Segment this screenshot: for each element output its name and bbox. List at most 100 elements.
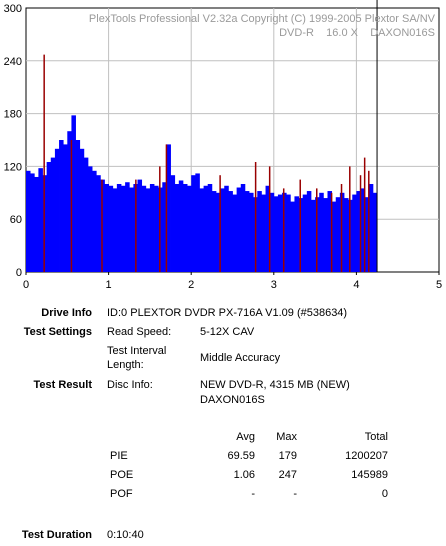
x-tick-label: 3 bbox=[271, 279, 277, 291]
pie-bar bbox=[50, 157, 56, 272]
disc-info-label: Disc Info: bbox=[107, 379, 153, 391]
y-tick-label: 300 bbox=[4, 3, 22, 15]
pie-bar bbox=[302, 194, 308, 272]
pie-bar bbox=[269, 192, 275, 272]
pie-bar bbox=[120, 185, 126, 272]
read-speed-label: Read Speed: bbox=[107, 326, 172, 338]
pie-bar bbox=[30, 173, 35, 272]
pie-bar bbox=[145, 188, 151, 272]
stats-row-max: 247 bbox=[278, 469, 297, 481]
stats-row-total: 145989 bbox=[351, 469, 388, 481]
pie-bar bbox=[265, 185, 271, 272]
pie-bar bbox=[79, 148, 85, 272]
pie-bar bbox=[67, 131, 72, 272]
pie-poe-chart: 0 60 120 180 240 300 0 1 2 3 4 5 PlexTools Profess… bbox=[4, 0, 442, 291]
stats-header-total: Total bbox=[364, 431, 388, 443]
pie-bar bbox=[211, 191, 217, 272]
stats-row-name: POF bbox=[110, 488, 133, 500]
x-tick-label: 4 bbox=[353, 279, 359, 291]
pie-bar bbox=[261, 194, 266, 272]
pie-bar bbox=[310, 199, 316, 272]
interval-label-1: Test Interval bbox=[107, 345, 167, 357]
stats-row-name: POE bbox=[110, 469, 134, 481]
pie-bar bbox=[38, 168, 43, 272]
pie-bar bbox=[63, 144, 68, 272]
pie-bar bbox=[141, 185, 147, 272]
test-result-label: Test Result bbox=[33, 379, 92, 391]
read-speed-value: 5-12X CAV bbox=[200, 326, 255, 338]
x-tick-label: 0 bbox=[23, 279, 29, 291]
pie-bar bbox=[34, 176, 39, 272]
pie-bar bbox=[166, 144, 171, 272]
pie-bar bbox=[249, 192, 254, 272]
pie-bar bbox=[323, 198, 328, 272]
pie-bar bbox=[54, 148, 60, 272]
y-tick-label: 240 bbox=[4, 56, 22, 68]
pie-bar bbox=[372, 192, 378, 272]
stats-row-total: 0 bbox=[381, 488, 388, 500]
y-tick-label: 60 bbox=[10, 214, 22, 226]
pie-bar bbox=[46, 162, 52, 272]
stats-row-avg: - bbox=[251, 488, 255, 500]
pie-bar bbox=[224, 185, 229, 272]
x-axis-ticks: 0 1 2 3 4 5 bbox=[23, 272, 442, 291]
y-tick-label: 120 bbox=[4, 161, 22, 173]
pie-bar bbox=[125, 182, 130, 272]
pie-bar bbox=[195, 173, 200, 272]
pie-bar bbox=[83, 157, 89, 272]
interval-value: Middle Accuracy bbox=[200, 352, 281, 364]
pie-bar bbox=[203, 185, 209, 272]
pie-bar bbox=[87, 166, 93, 272]
y-tick-label: 0 bbox=[16, 267, 22, 279]
pie-bar bbox=[352, 194, 357, 272]
pie-bar bbox=[104, 184, 109, 272]
pie-bar bbox=[162, 182, 167, 272]
pie-bar bbox=[116, 184, 122, 272]
pie-bar bbox=[277, 194, 283, 272]
pie-bar bbox=[96, 175, 101, 272]
pie-bar bbox=[360, 188, 366, 272]
stats-header-avg: Avg bbox=[236, 431, 255, 443]
pie-bar bbox=[286, 194, 291, 272]
pie-bar bbox=[220, 188, 225, 272]
pie-bar bbox=[199, 188, 204, 272]
test-settings-label: Test Settings bbox=[23, 326, 92, 338]
pie-bar bbox=[75, 140, 81, 272]
pie-bar bbox=[149, 184, 155, 272]
x-tick-label: 1 bbox=[106, 279, 112, 291]
pie-bar bbox=[71, 115, 76, 272]
pie-bar bbox=[112, 188, 118, 272]
stats-row-avg: 69.59 bbox=[227, 450, 255, 462]
pie-bar bbox=[59, 140, 64, 272]
drive-info-label: Drive Info bbox=[41, 307, 92, 319]
pie-bar bbox=[335, 197, 341, 272]
pie-bar bbox=[215, 192, 221, 272]
chart-title: PlexTools Professional V2.32a Copyright … bbox=[89, 13, 436, 25]
pie-bar bbox=[319, 192, 324, 272]
stats-row-max: - bbox=[293, 488, 297, 500]
stats-row-avg: 1.06 bbox=[233, 469, 255, 481]
pie-bar bbox=[170, 175, 176, 272]
pie-bar bbox=[257, 191, 262, 272]
stats-row-max: 179 bbox=[278, 450, 297, 462]
pie-bar bbox=[273, 196, 279, 272]
pie-bar bbox=[154, 185, 159, 272]
pie-bar bbox=[207, 184, 213, 272]
pie-bar bbox=[108, 185, 114, 272]
pie-bar bbox=[92, 170, 97, 272]
pie-bar bbox=[344, 198, 349, 272]
pie-bar bbox=[294, 196, 299, 272]
y-axis-ticks: 0 60 120 180 240 300 bbox=[4, 3, 22, 279]
pie-bar bbox=[232, 194, 238, 272]
pie-bar bbox=[244, 191, 250, 272]
x-tick-label: 5 bbox=[436, 279, 442, 291]
pie-bar bbox=[182, 184, 188, 272]
pie-bar bbox=[228, 191, 233, 272]
disc-info-value-2: DAXON016S bbox=[200, 394, 265, 406]
pie-bar bbox=[368, 184, 374, 272]
interval-label-2: Length: bbox=[107, 359, 144, 371]
test-duration-label: Test Duration bbox=[21, 529, 92, 541]
pie-bar bbox=[178, 180, 184, 272]
pie-bar bbox=[137, 179, 143, 272]
pie-bar bbox=[331, 201, 337, 272]
